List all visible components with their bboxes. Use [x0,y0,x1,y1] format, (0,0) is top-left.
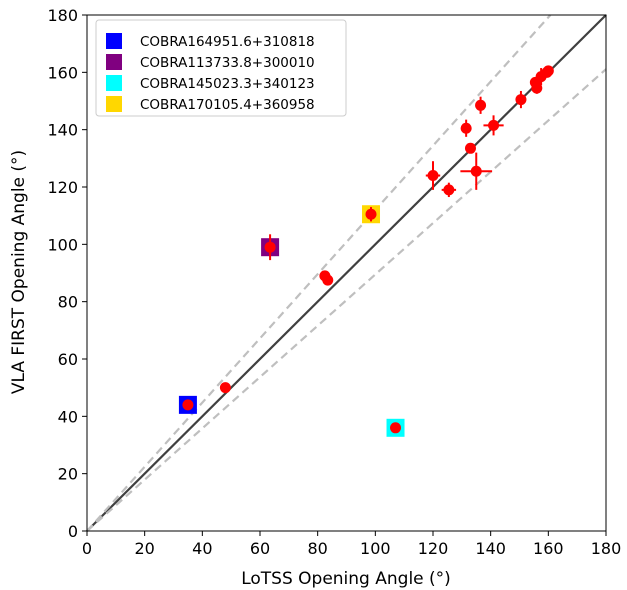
x-tick-label-7: 140 [475,539,506,558]
y-tick-label-8: 160 [47,63,78,82]
dashed-reference-line-1 [86,14,552,532]
data-point-13 [483,115,504,136]
legend-label-3: COBRA170105.4+360958 [140,97,315,113]
dashed-reference-line-2 [86,68,607,532]
x-tick-label-9: 180 [591,539,622,558]
y-tick-label-9: 180 [47,6,78,25]
data-point-16 [531,82,543,94]
legend-label-1: COBRA113733.8+300010 [140,55,315,71]
point-marker-5 [365,208,377,220]
point-marker-6 [390,422,402,434]
legend-swatch-3 [106,96,122,112]
x-tick-label-2: 40 [192,539,212,558]
legend-swatch-2 [106,75,122,91]
legend-swatch-0 [106,33,122,49]
data-point-6 [390,422,402,434]
y-tick-label-5: 100 [47,235,78,254]
point-marker-7 [427,170,439,182]
y-tick-label-7: 140 [47,121,78,140]
point-marker-19 [542,65,554,77]
x-tick-label-6: 120 [418,539,449,558]
data-point-7 [425,161,441,190]
data-point-10 [464,142,476,154]
x-tick-label-0: 0 [82,539,92,558]
data-point-5 [365,207,377,222]
y-axis-label: VLA FIRST Opening Angle (°) [9,150,29,394]
data-point-19 [542,65,554,77]
legend-label-2: COBRA145023.3+340123 [140,76,315,92]
x-tick-label-5: 100 [360,539,391,558]
data-point-11 [460,152,493,190]
point-marker-0 [182,399,194,411]
x-tick-label-8: 160 [533,539,564,558]
data-point-0 [182,399,194,411]
point-marker-4 [322,274,334,286]
y-tick-label-0: 0 [68,522,78,541]
data-point-8 [441,182,457,198]
y-tick-label-3: 60 [58,350,78,369]
point-marker-12 [475,99,487,111]
data-point-14 [515,90,527,109]
point-marker-9 [460,122,472,134]
point-marker-16 [531,82,543,94]
x-tick-label-4: 80 [307,539,327,558]
y-tick-label-1: 20 [58,465,78,484]
legend-swatch-1 [106,54,122,70]
y-axis-ticks: 0 20 40 60 80 100 120 140 160 180 [47,6,87,541]
data-point-9 [460,119,472,137]
data-point-1 [219,382,231,394]
legend-label-0: COBRA164951.6+310818 [140,34,315,50]
point-marker-11 [470,165,482,177]
y-tick-label-6: 120 [47,178,78,197]
point-marker-14 [515,94,527,106]
point-marker-1 [219,382,231,394]
data-point-4 [322,274,334,286]
data-point-12 [475,96,487,114]
x-axis-label: LoTSS Opening Angle (°) [241,569,451,589]
x-tick-label-3: 60 [250,539,270,558]
point-marker-2 [264,241,276,253]
y-tick-label-2: 40 [58,407,78,426]
data-point-2 [264,234,276,261]
legend: COBRA164951.6+310818 COBRA113733.8+300010… [95,19,347,117]
point-marker-8 [443,184,455,196]
point-marker-10 [464,142,476,154]
y-tick-label-4: 80 [58,293,78,312]
point-marker-13 [488,119,500,131]
plot-frame [86,14,607,532]
legend-box [95,19,347,117]
data-markers [178,65,554,437]
x-tick-label-1: 20 [134,539,154,558]
x-axis-ticks: 0 20 40 60 80 100 120 140 160 180 [82,531,621,558]
